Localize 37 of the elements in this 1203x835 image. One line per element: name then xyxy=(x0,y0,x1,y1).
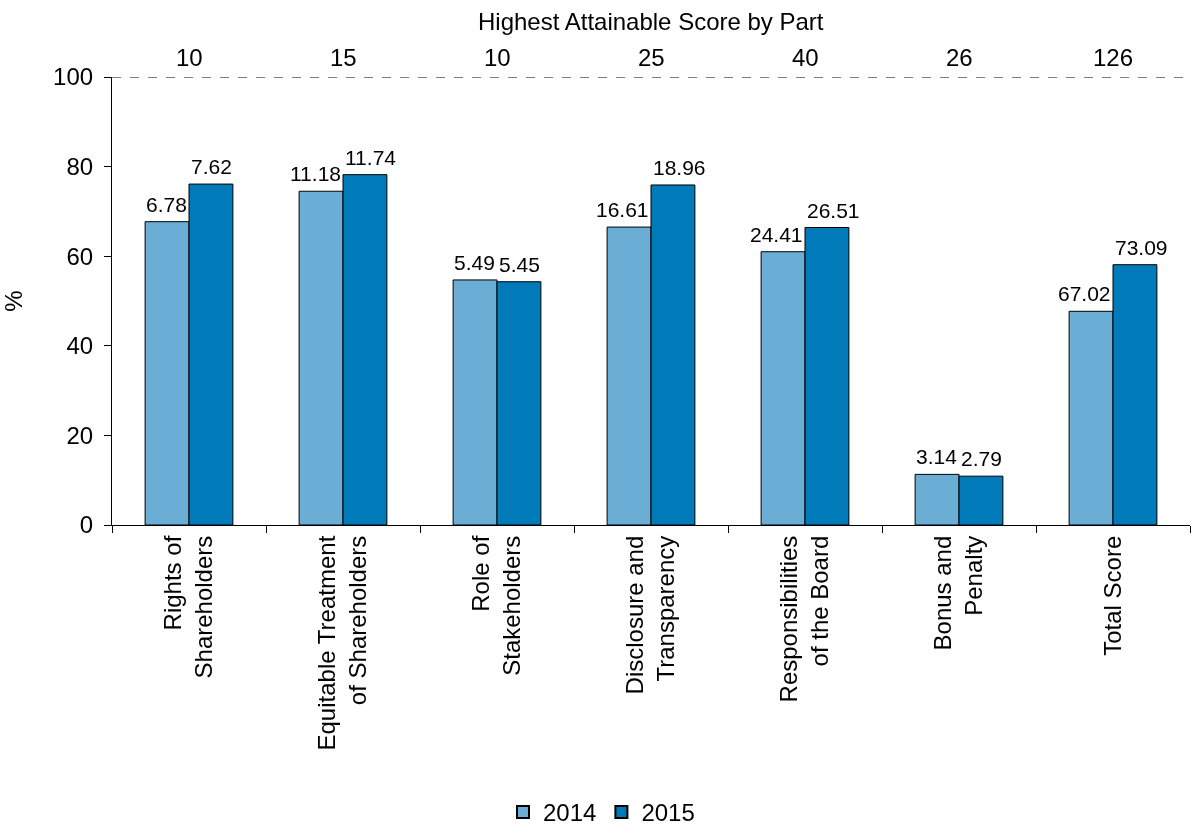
annotation: 11.74 xyxy=(345,146,397,169)
text: 26 xyxy=(946,44,973,71)
annotation: 11.18 xyxy=(290,162,341,185)
text: 10 xyxy=(176,44,203,71)
legend-label: 2015 xyxy=(641,799,695,827)
legend-label: 2014 xyxy=(543,799,597,827)
annotation: 67.02 xyxy=(1058,282,1111,305)
annotation: 24.41 xyxy=(750,223,803,246)
annotation: 6.78 xyxy=(146,193,187,216)
text: 126 xyxy=(1093,44,1134,71)
annotation: 2.79 xyxy=(961,447,1002,470)
x-tick-label: Rights of Shareholders xyxy=(159,535,218,679)
y-tick-label: 80 xyxy=(66,153,94,180)
y-tick-label: 60 xyxy=(66,242,94,270)
y-tick-label: 40 xyxy=(66,332,94,360)
y-tick-label: 20 xyxy=(66,421,94,449)
y-tick-label: 100 xyxy=(53,63,94,91)
x-tick-label: Equitable Treatment of Shareholders xyxy=(313,535,372,751)
annotation: 73.09 xyxy=(1115,236,1168,259)
x-tick-label: Responsibilities of the Board xyxy=(775,535,834,703)
text: 15 xyxy=(330,44,357,71)
x-tick-label: Disclosure and Transparency xyxy=(621,535,680,695)
text: 25 xyxy=(638,44,665,71)
y-axis-title: % xyxy=(0,290,27,312)
annotation: 5.49 xyxy=(454,251,495,274)
x2-axis-title: Highest Attainable Score by Part xyxy=(478,8,824,35)
text: 40 xyxy=(792,44,819,71)
y-tick-label: 0 xyxy=(79,511,94,539)
annotation: 5.45 xyxy=(499,253,540,276)
annotation: 7.62 xyxy=(191,155,232,178)
annotation: 18.96 xyxy=(653,156,706,179)
annotation: 26.51 xyxy=(807,199,860,222)
annotation: 16.61 xyxy=(596,198,649,221)
annotation: 3.14 xyxy=(916,445,958,468)
x-tick-label: Bonus and Penalty xyxy=(929,535,988,651)
x-tick-label: Total Score xyxy=(1098,535,1126,656)
text: 10 xyxy=(484,44,511,71)
